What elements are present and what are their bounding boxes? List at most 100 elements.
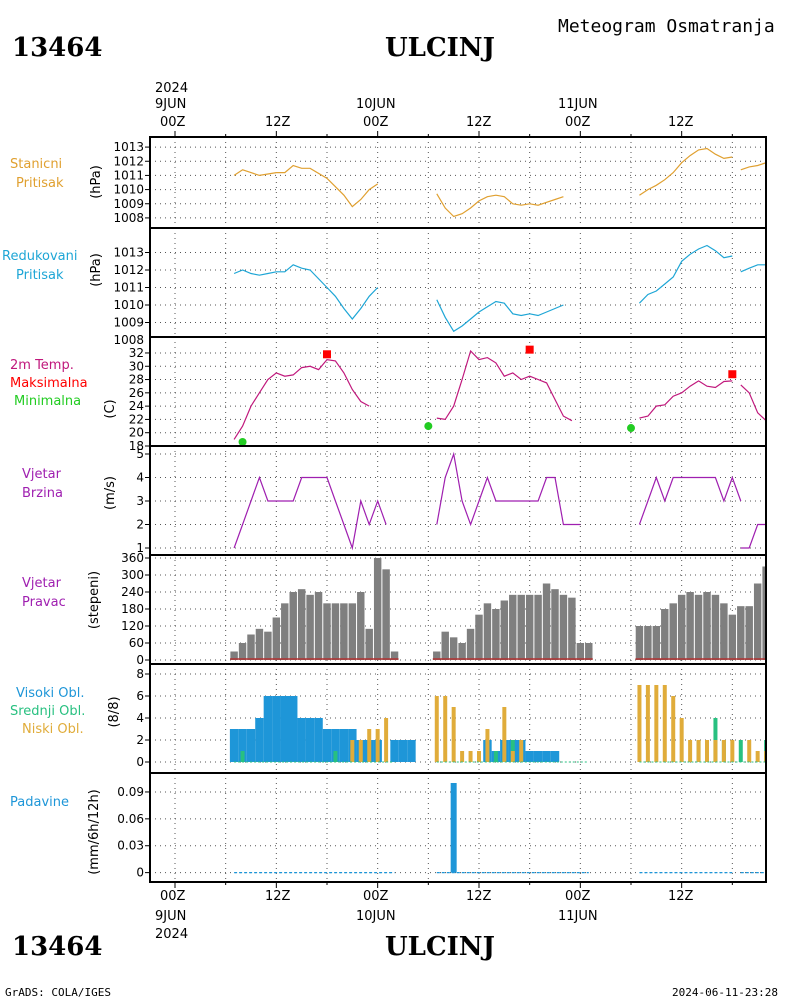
wind-dir-bar <box>458 643 466 660</box>
station-id-top: 13464 <box>12 33 102 63</box>
year-top: 2024 <box>155 81 188 96</box>
wind-dir-bar <box>686 592 694 660</box>
cloud-low-bar <box>637 685 642 762</box>
cloud-low-bar <box>747 740 752 762</box>
series-line <box>740 264 766 273</box>
tick-bot-5: 12Z <box>668 889 694 904</box>
y-tick-label: 8 <box>136 667 144 681</box>
cloud-high-bar <box>314 718 323 762</box>
cloud-low-bar <box>485 729 490 762</box>
cloud-mid-bar <box>781 740 785 762</box>
series-line <box>233 164 379 208</box>
tmax-marker <box>728 370 737 379</box>
y-tick-label: 0.09 <box>117 785 144 799</box>
y-tick-label: 2 <box>136 733 144 747</box>
p6-label3: Niski Obl. <box>22 722 84 737</box>
cloud-high-bar <box>525 751 534 762</box>
cloud-high-bar <box>550 751 560 762</box>
p6-label2: Srednji Obl. <box>10 704 85 719</box>
cloud-mid-bar <box>493 751 498 762</box>
p3-label1: 2m Temp. <box>10 358 74 373</box>
wind-dir-bar <box>449 637 458 660</box>
cloud-high-bar <box>322 729 332 762</box>
y-tick-label: 26 <box>129 386 144 400</box>
wind-dir-bar <box>238 643 247 660</box>
wind-dir-bar <box>483 603 492 660</box>
panel-7-marks <box>150 773 766 882</box>
y-tick-label: 1011 <box>113 281 144 295</box>
cloud-mid-bar <box>240 751 245 762</box>
tmin-marker <box>238 438 247 446</box>
y-tick-label: 22 <box>129 412 144 426</box>
y-tick-label: 1012 <box>113 263 144 277</box>
y-tick-label: 0 <box>136 653 144 667</box>
cloud-high-bar <box>289 696 298 762</box>
cloud-low-bar <box>721 740 726 762</box>
cloud-low-bar <box>510 751 515 762</box>
cloud-low-bar <box>645 685 650 762</box>
wind-dir-bar <box>525 594 534 660</box>
wind-dir-bar <box>500 600 509 660</box>
y-tick-label: 1010 <box>113 298 144 312</box>
series-line <box>740 523 766 549</box>
wind-dir-bar <box>264 631 272 660</box>
date-bot-day2: 10JUN <box>356 909 396 924</box>
wind-dir-bar <box>466 628 475 660</box>
cloud-high-bar <box>305 718 315 762</box>
cloud-low-bar <box>654 685 659 762</box>
wind-dir-bar <box>230 651 238 660</box>
y-tick-label: 4 <box>136 711 144 725</box>
cloud-low-bar <box>755 751 760 762</box>
wind-dir-bar <box>585 643 593 660</box>
date-bot-day3: 11JUN <box>558 909 598 924</box>
wind-dir-bar <box>509 594 517 660</box>
footer-left: GrADS: COLA/IGES <box>5 986 111 999</box>
tick-top-0: 00Z <box>160 115 186 130</box>
tick-top-2: 00Z <box>363 115 389 130</box>
p2-unit: (hPa) <box>89 253 104 287</box>
cloud-high-bar <box>272 696 281 762</box>
tick-bot-0: 00Z <box>160 889 186 904</box>
wind-dir-bar <box>247 634 255 660</box>
cloud-mid-bar <box>738 740 743 762</box>
panel-frame <box>149 136 767 229</box>
cloud-low-bar <box>730 740 735 762</box>
wind-dir-bar <box>737 606 745 660</box>
y-tick-label: 4 <box>136 471 144 485</box>
p3-label3: Minimalna <box>14 394 81 409</box>
cloud-high-bar <box>542 751 551 762</box>
cloud-low-bar <box>451 707 456 762</box>
wind-dir-bar <box>255 628 264 660</box>
date-top-day1: 9JUN <box>155 97 186 112</box>
cloud-high-bar <box>229 729 239 762</box>
p1-unit: (hPa) <box>89 165 104 199</box>
wind-dir-bar <box>771 652 778 661</box>
y-tick-label: 300 <box>121 568 144 582</box>
y-tick-label: 1012 <box>113 154 144 168</box>
series-line <box>436 451 581 527</box>
p5-label2: Pravac <box>22 595 66 610</box>
year-bot: 2024 <box>155 927 188 942</box>
tmax-marker <box>323 350 331 359</box>
cloud-low-bar <box>375 729 380 762</box>
cloud-low-bar <box>350 740 355 762</box>
panel-4-marks <box>150 446 766 555</box>
product-title: Meteogram Osmatranja <box>558 16 775 37</box>
tick-top-3: 12Z <box>466 115 492 130</box>
y-tick-label: 180 <box>121 602 144 616</box>
cloud-high-bar <box>263 696 273 762</box>
series-line <box>436 193 564 218</box>
p7-unit: (mm/6h/12h) <box>87 789 102 875</box>
wind-dir-bar <box>348 603 357 660</box>
y-tick-label: 1011 <box>113 168 144 182</box>
panel-3-marks <box>150 337 766 446</box>
tmax-marker <box>525 345 534 354</box>
y-tick-label: 240 <box>121 585 144 599</box>
series-line <box>233 475 387 551</box>
series-line <box>740 162 766 171</box>
wind-dir-bar <box>694 594 703 660</box>
tick-top-4: 00Z <box>565 115 591 130</box>
y-tick-label: 1009 <box>113 197 144 211</box>
cloud-low-bar <box>781 751 785 762</box>
footer-right: 2024-06-11-23:28 <box>672 986 778 999</box>
